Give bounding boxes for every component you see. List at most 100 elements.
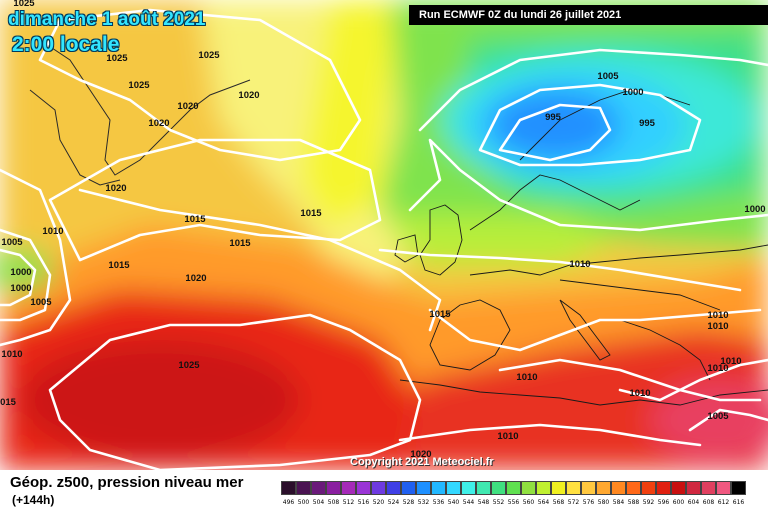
color-scale-swatch — [356, 481, 371, 495]
color-scale-label: 600 — [672, 499, 685, 506]
isobar-label: 1020 — [185, 273, 206, 284]
isobar-label: 1005 — [707, 411, 729, 422]
color-scale-swatch — [716, 481, 731, 495]
color-scale-swatch — [281, 481, 296, 495]
isobar-label: 1020 — [148, 118, 169, 129]
color-scale-swatch — [701, 481, 716, 495]
isobar-label: 1015 — [184, 214, 206, 225]
color-scale-label: 584 — [612, 499, 625, 506]
color-scale-label: 556 — [507, 499, 520, 506]
color-scale-label: 564 — [537, 499, 550, 506]
color-scale-label: 544 — [462, 499, 475, 506]
color-scale-swatch — [491, 481, 506, 495]
forecast-date: dimanche 1 août 2021 — [8, 9, 206, 30]
isobar-labels: 1025 1025 1025 1025 1020 1020 1020 1020 … — [0, 0, 766, 460]
color-scale-label: 504 — [312, 499, 325, 506]
color-scale-swatch — [611, 481, 626, 495]
isobar-label: 1020 — [238, 90, 259, 101]
color-scale-label: 548 — [477, 499, 490, 506]
color-scale-label: 580 — [597, 499, 610, 506]
isobar-label: 995 — [639, 118, 656, 129]
isobar-label: 1010 — [497, 431, 518, 442]
color-scale-label: 596 — [657, 499, 670, 506]
legend-subtitle: (+144h) — [12, 493, 55, 507]
isobar-label: 1015 — [108, 260, 130, 271]
isobar-label: 1010 — [707, 321, 728, 332]
isobar-label: 015 — [0, 397, 17, 408]
color-scale-label: 496 — [282, 499, 295, 506]
isobar-label: 1020 — [410, 449, 431, 460]
color-scale-label: 520 — [372, 499, 385, 506]
color-scale-labels: 496 500 504 508 512 516 520 524 528 532 536 540 544 5… — [281, 499, 746, 506]
isobar-label: 1000 — [10, 267, 31, 278]
color-scale-swatch — [341, 481, 356, 495]
isobar-label: 1025 — [128, 80, 150, 91]
isobar-label: 1005 — [30, 297, 52, 308]
color-scale-label: 604 — [687, 499, 700, 506]
color-scale-label: 552 — [492, 499, 505, 506]
color-scale-swatch — [386, 481, 401, 495]
isobar-label: 1025 — [13, 0, 35, 9]
color-scale-label: 560 — [522, 499, 535, 506]
isobar-label: 1010 — [707, 363, 728, 374]
color-scale-label: 512 — [342, 499, 355, 506]
color-scale-swatch — [581, 481, 596, 495]
color-scale-swatch — [311, 481, 326, 495]
color-scale-swatch — [476, 481, 491, 495]
isobar-label: 1010 — [1, 349, 22, 360]
isobar-label: 1015 — [300, 208, 322, 219]
color-scale-label: 612 — [717, 499, 730, 506]
isobar-label: 1000 — [744, 204, 765, 215]
color-scale-swatch — [566, 481, 581, 495]
isobar-label: 1010 — [629, 388, 650, 399]
legend-title: Géop. z500, pression niveau mer — [10, 474, 244, 491]
isobar-label: 1020 — [177, 101, 198, 112]
isobar-label: 1025 — [106, 53, 128, 64]
color-scale-label: 588 — [627, 499, 640, 506]
isobar-label: 1005 — [597, 71, 619, 82]
color-scale-swatch — [326, 481, 341, 495]
isobar-label: 995 — [545, 112, 562, 123]
color-scale-label: 572 — [567, 499, 580, 506]
color-scale-label: 592 — [642, 499, 655, 506]
isobar-label: 1000 — [622, 87, 643, 98]
color-scale — [281, 481, 746, 495]
color-scale-swatch — [731, 481, 746, 495]
color-scale-swatch — [536, 481, 551, 495]
color-scale-label: 536 — [432, 499, 445, 506]
isobar-label: 1025 — [198, 50, 220, 61]
color-scale-swatch — [521, 481, 536, 495]
color-scale-swatch — [671, 481, 686, 495]
color-scale-label: 616 — [732, 499, 745, 506]
color-scale-label: 540 — [447, 499, 460, 506]
color-scale-label: 608 — [702, 499, 715, 506]
forecast-time: 2:00 locale — [12, 33, 120, 56]
color-scale-label: 524 — [387, 499, 400, 506]
copyright-notice: Copyright 2021 Meteociel.fr — [350, 456, 494, 468]
isobar-label: 1005 — [1, 237, 23, 248]
isobar-label: 1015 — [229, 238, 251, 249]
isobar-label: 1000 — [10, 283, 31, 294]
isobar-label: 1010 — [720, 356, 741, 367]
color-scale-label: 500 — [297, 499, 310, 506]
isobar-label: 1010 — [42, 226, 63, 237]
color-scale-label: 568 — [552, 499, 565, 506]
color-scale-swatch — [641, 481, 656, 495]
color-scale-swatch — [401, 481, 416, 495]
isobar-label: 1015 — [429, 309, 451, 320]
color-scale-swatch — [506, 481, 521, 495]
geopotential-map: 1025 1025 1025 1025 1020 1020 1020 1020 … — [0, 0, 768, 470]
color-scale-swatch — [596, 481, 611, 495]
color-scale-swatch — [686, 481, 701, 495]
color-scale-label: 576 — [582, 499, 595, 506]
color-scale-swatch — [551, 481, 566, 495]
isobar-label: 1020 — [105, 183, 126, 194]
color-scale-label: 528 — [402, 499, 415, 506]
color-scale-swatch — [446, 481, 461, 495]
color-scale-label: 516 — [357, 499, 370, 506]
color-scale-swatch — [626, 481, 641, 495]
isobar-label: 1010 — [516, 372, 537, 383]
isobar-label: 1010 — [569, 259, 590, 270]
isobar-label: 1010 — [707, 310, 728, 321]
